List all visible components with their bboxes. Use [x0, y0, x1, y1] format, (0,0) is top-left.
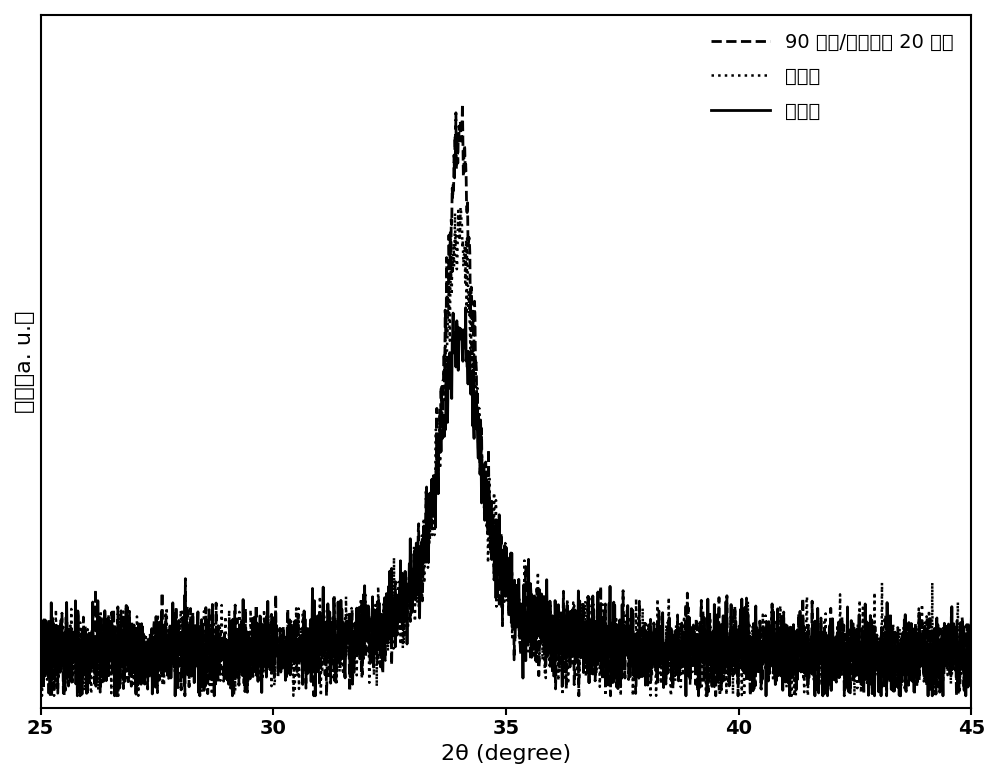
无处理 [83, 638, 95, 647]
热处理 [35, 629, 47, 639]
Legend: 90 毫焦/平方厉米 20 脉冲, 热处理, 无处理: 90 毫焦/平方厉米 20 脉冲, 热处理, 无处理 [704, 25, 962, 129]
无处理 [939, 627, 951, 636]
无处理 [35, 620, 47, 629]
90 毫焦/平方厉米 20 脉冲 [939, 639, 951, 648]
热处理 [939, 664, 951, 673]
Line: 无处理: 无处理 [41, 308, 971, 696]
Y-axis label: 强度（a. u.）: 强度（a. u.） [15, 310, 35, 413]
无处理 [463, 354, 475, 363]
X-axis label: 2θ (degree): 2θ (degree) [441, 744, 571, 764]
90 毫焦/平方厉米 20 脉冲 [463, 236, 475, 245]
90 毫焦/平方厉米 20 脉冲 [83, 654, 95, 663]
90 毫焦/平方厉米 20 脉冲 [939, 649, 951, 658]
无处理 [460, 303, 472, 312]
90 毫焦/平方厉米 20 脉冲 [35, 675, 47, 684]
90 毫焦/平方厉米 20 脉冲 [768, 617, 780, 626]
无处理 [939, 640, 951, 650]
无处理 [488, 541, 500, 551]
热处理 [455, 203, 467, 212]
90 毫焦/平方厉米 20 脉冲 [43, 691, 55, 700]
Line: 90 毫焦/平方厉米 20 脉冲: 90 毫焦/平方厉米 20 脉冲 [41, 104, 971, 696]
无处理 [768, 665, 780, 675]
Line: 热处理: 热处理 [41, 207, 971, 696]
热处理 [939, 622, 951, 631]
热处理 [768, 643, 780, 652]
热处理 [463, 312, 475, 321]
热处理 [36, 691, 48, 700]
90 毫焦/平方厉米 20 脉冲 [456, 99, 468, 108]
热处理 [488, 488, 500, 497]
无处理 [965, 612, 977, 622]
无处理 [74, 691, 86, 700]
热处理 [83, 656, 95, 665]
90 毫焦/平方厉米 20 脉冲 [488, 576, 500, 585]
90 毫焦/平方厉米 20 脉冲 [965, 657, 977, 667]
热处理 [965, 671, 977, 680]
